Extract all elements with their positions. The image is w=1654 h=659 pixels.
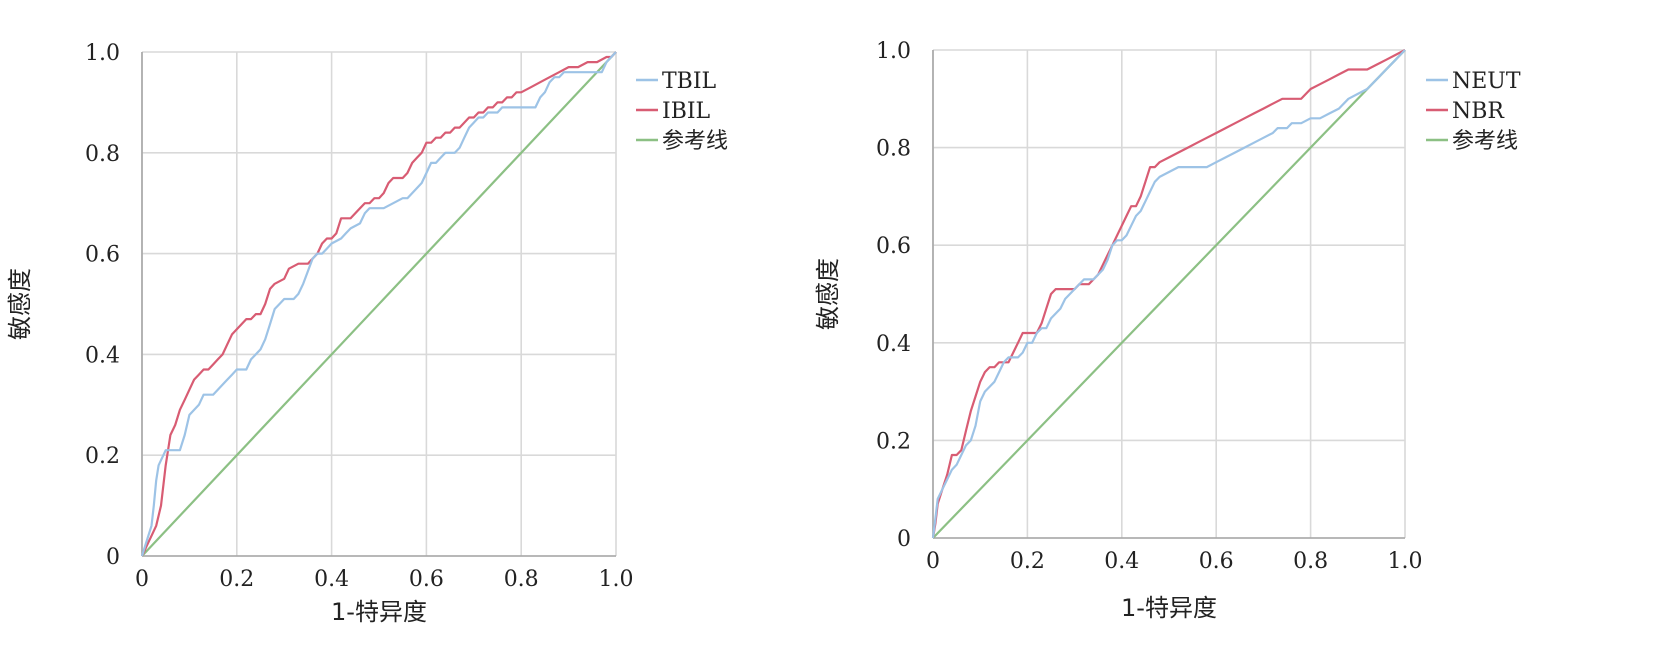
- y-tick-label: 0.8: [876, 137, 911, 162]
- y-tick-label: 1.0: [85, 41, 120, 66]
- x-tick-label: 0.4: [314, 567, 349, 592]
- legend-label: NBR: [1452, 99, 1505, 124]
- roc-chart-left: 0 0.2 0.4 0.6 0.8 1.0 0 0.2 0.4 0.6 0.8 1.0 1-特异度 敏感度…: [6, 41, 728, 626]
- x-tick-label: 1.0: [1388, 549, 1423, 574]
- x-tick-label: 0.8: [1293, 549, 1328, 574]
- y-tick-label: 0.6: [85, 243, 120, 268]
- roc-chart-right: 0 0.2 0.4 0.6 0.8 1.0 0 0.2 0.4 0.6 0.8 1.0 1-特异度 敏感度…: [814, 39, 1521, 622]
- y-tick-label: 1.0: [876, 39, 911, 64]
- x-tick-label: 0.8: [504, 567, 539, 592]
- y-tick-label: 0.2: [85, 444, 120, 469]
- x-tick-label: 0: [926, 549, 940, 574]
- y-tick-label: 0: [897, 527, 911, 552]
- legend-label: TBIL: [662, 69, 717, 94]
- legend-label: NEUT: [1452, 69, 1521, 94]
- legend-label: 参考线: [1452, 129, 1518, 154]
- series-line-参考线: [932, 49, 1406, 539]
- y-tick-label: 0: [106, 545, 120, 570]
- x-tick-label: 0.6: [409, 567, 444, 592]
- x-tick-label: 1.0: [599, 567, 634, 592]
- y-axis-title: 敏感度: [6, 268, 34, 340]
- series-line-neut: [931, 49, 1406, 539]
- legend-label: IBIL: [662, 99, 711, 124]
- x-tick-label: 0.2: [1010, 549, 1045, 574]
- series-line-ibil: [141, 51, 617, 557]
- y-axis-title: 敏感度: [814, 258, 842, 330]
- series-line-nbr: [931, 49, 1406, 539]
- y-tick-label: 0.4: [85, 343, 120, 368]
- y-tick-label: 0.6: [876, 234, 911, 259]
- y-tick-label: 0.8: [85, 142, 120, 167]
- x-tick-label: 0.4: [1104, 549, 1139, 574]
- x-axis-title: 1-特异度: [331, 598, 427, 626]
- x-tick-label: 0.6: [1199, 549, 1234, 574]
- series-line-tbil: [140, 51, 617, 557]
- x-tick-label: 0.2: [219, 567, 254, 592]
- legend-label: 参考线: [662, 129, 728, 154]
- x-axis-title: 1-特异度: [1121, 594, 1217, 622]
- y-tick-label: 0.2: [876, 429, 911, 454]
- series-line-参考线: [141, 51, 617, 557]
- y-tick-label: 0.4: [876, 332, 911, 357]
- x-tick-label: 0: [135, 567, 149, 592]
